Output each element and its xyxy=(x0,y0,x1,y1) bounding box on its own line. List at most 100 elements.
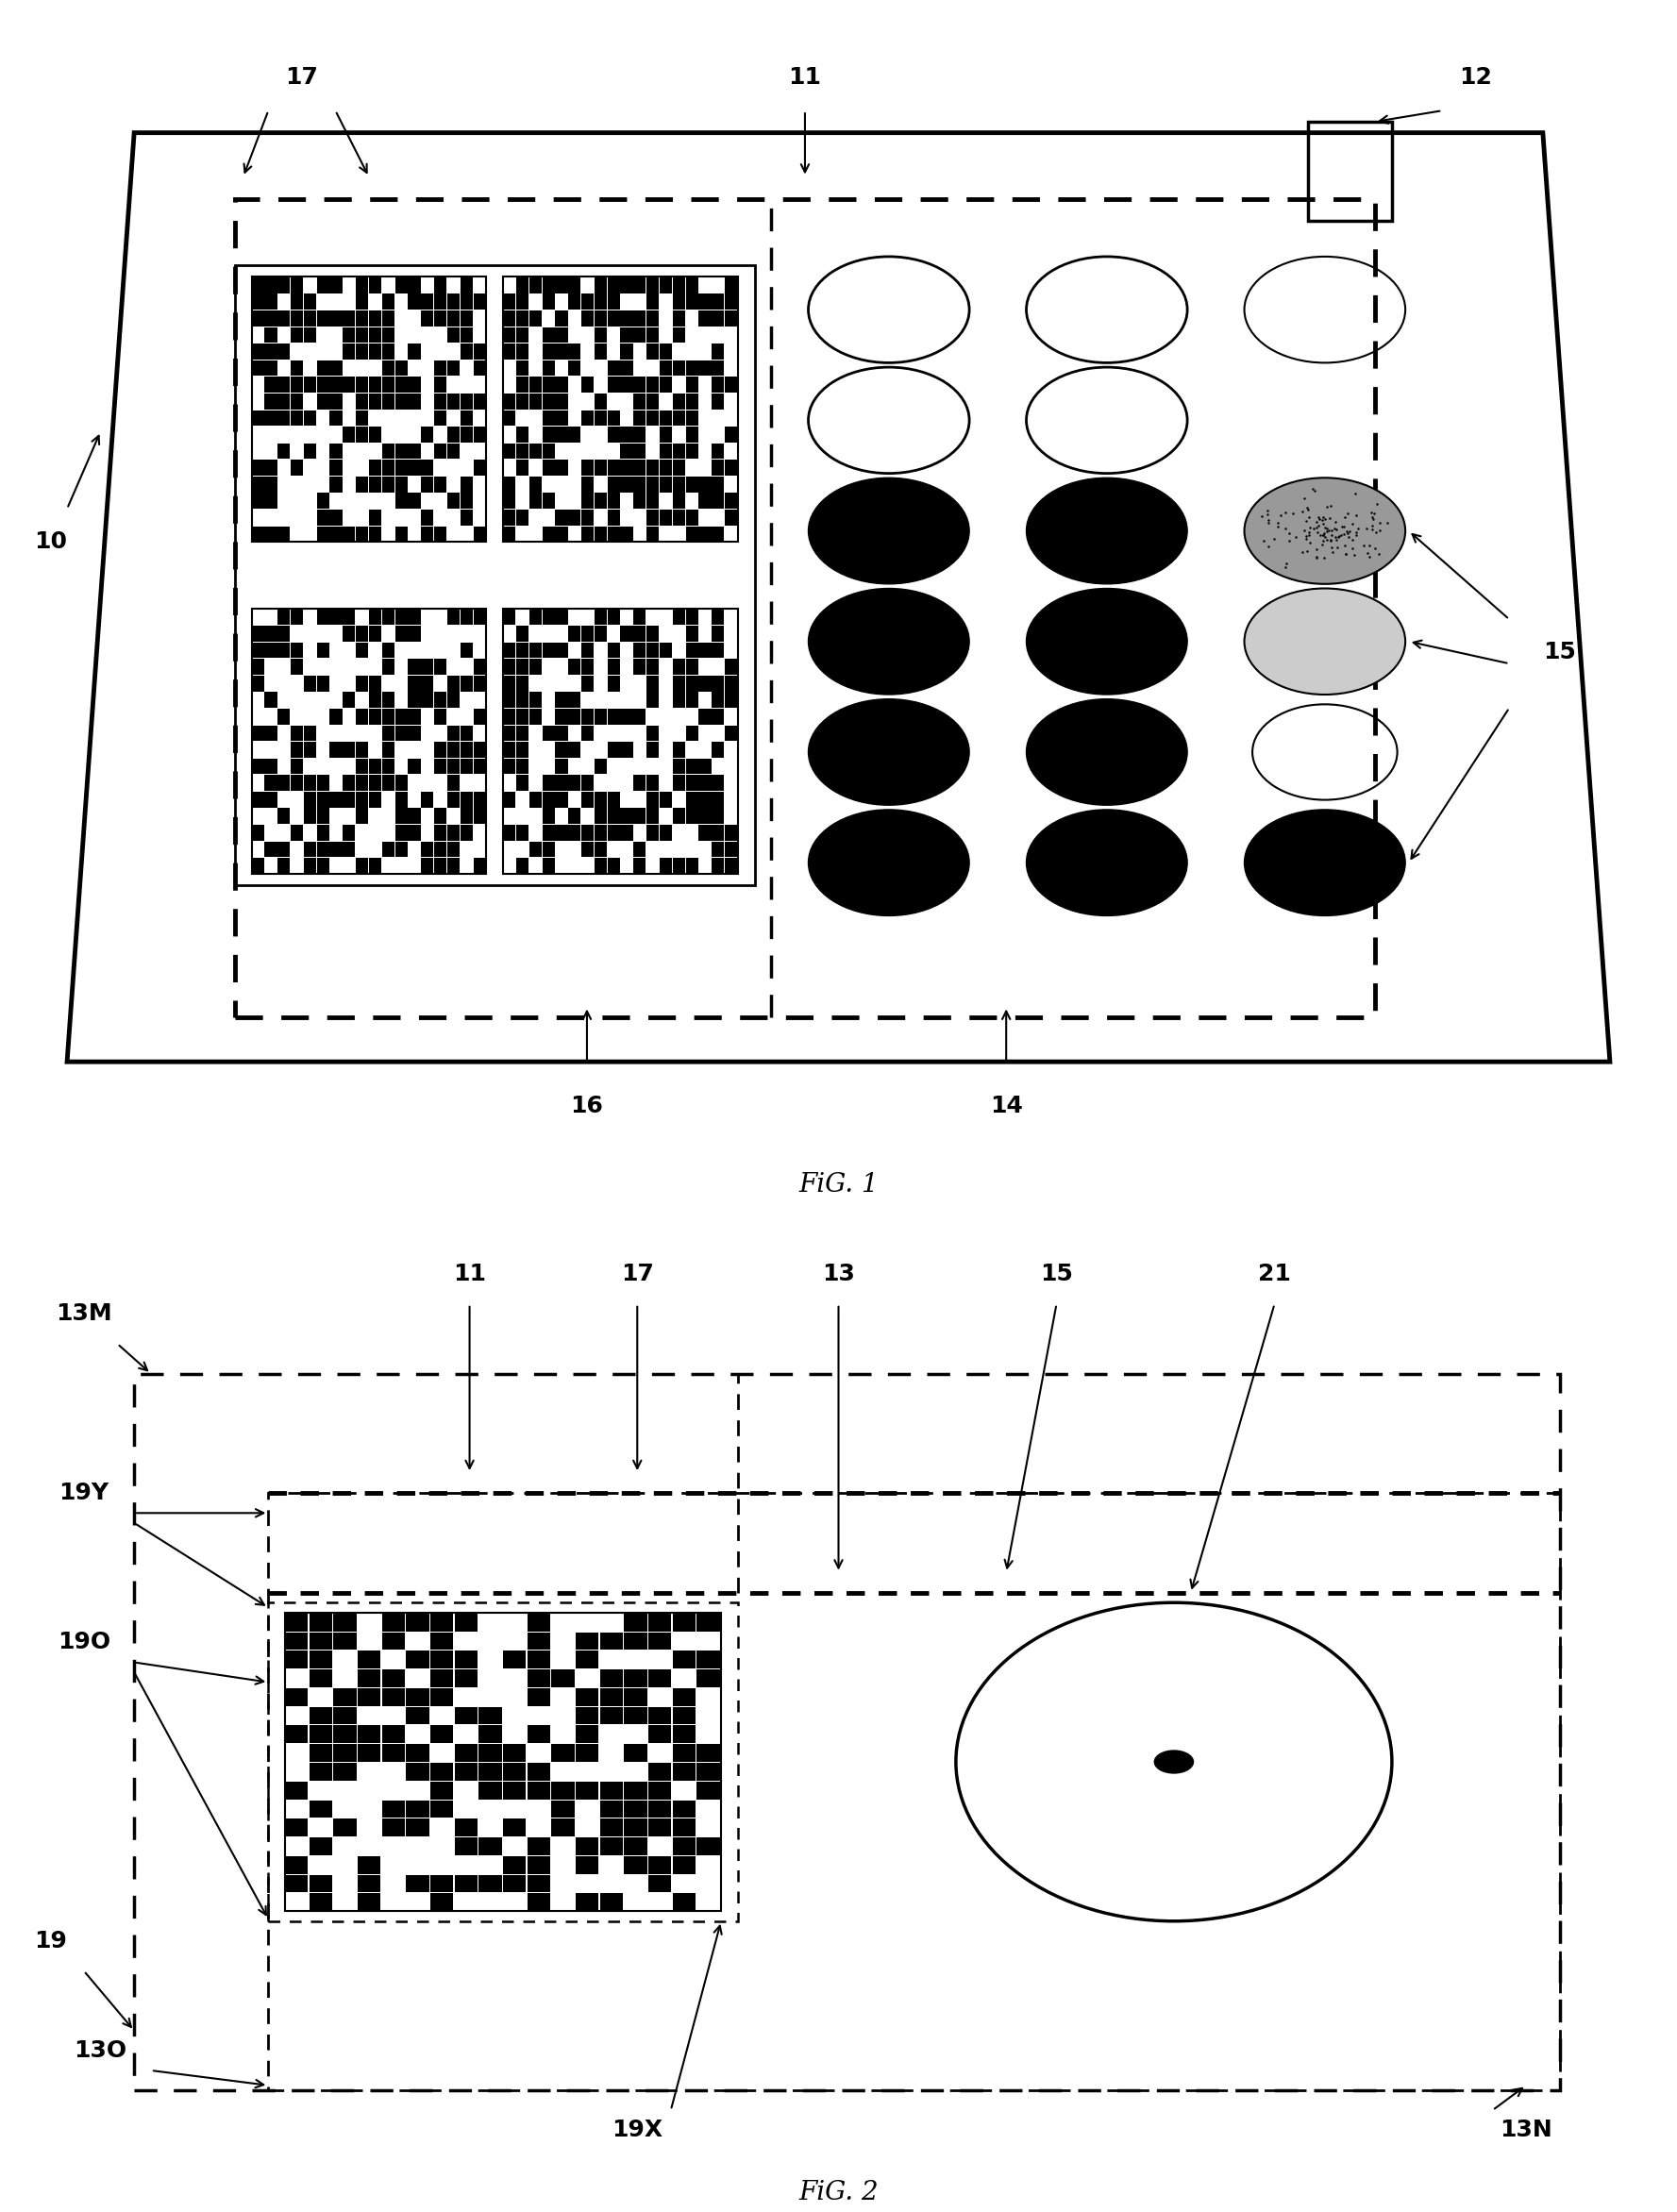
Bar xyxy=(369,708,381,726)
Bar xyxy=(369,394,381,409)
Bar xyxy=(699,807,711,825)
Bar xyxy=(503,692,515,708)
Bar xyxy=(503,1818,527,1836)
Bar xyxy=(382,841,394,858)
Bar xyxy=(290,394,304,409)
Bar xyxy=(620,708,632,726)
Bar xyxy=(634,708,646,726)
Bar xyxy=(434,294,446,310)
Bar xyxy=(575,1893,599,1911)
Bar xyxy=(555,310,567,325)
Bar xyxy=(252,343,263,358)
Bar xyxy=(634,858,646,874)
Bar xyxy=(711,825,724,841)
Bar xyxy=(607,807,620,825)
Bar xyxy=(431,1893,453,1911)
Bar xyxy=(342,741,356,757)
Bar xyxy=(698,1838,719,1856)
Bar xyxy=(686,376,698,394)
Bar xyxy=(265,641,277,659)
Bar xyxy=(408,442,421,460)
Bar xyxy=(569,692,580,708)
Bar xyxy=(356,294,369,310)
Bar xyxy=(252,276,263,292)
Bar xyxy=(582,294,594,310)
Bar xyxy=(334,1632,357,1650)
Bar xyxy=(594,493,607,509)
Bar xyxy=(634,276,646,292)
Bar xyxy=(552,1743,575,1761)
Bar xyxy=(421,476,433,493)
Bar xyxy=(594,343,607,358)
Bar xyxy=(278,608,290,624)
Bar xyxy=(408,608,421,624)
Bar xyxy=(672,1893,696,1911)
Bar xyxy=(620,376,632,394)
Bar xyxy=(448,692,459,708)
Bar xyxy=(480,1708,501,1725)
Bar xyxy=(607,825,620,841)
Bar xyxy=(624,1801,647,1818)
Bar xyxy=(517,825,528,841)
Bar xyxy=(408,376,421,394)
Bar xyxy=(517,774,528,792)
Bar xyxy=(278,409,290,425)
Bar xyxy=(265,361,277,376)
Bar xyxy=(304,792,315,807)
Bar xyxy=(342,825,356,841)
Text: 11: 11 xyxy=(453,1263,486,1285)
Bar xyxy=(382,442,394,460)
Bar xyxy=(356,343,369,358)
Bar xyxy=(459,394,473,409)
Bar xyxy=(304,841,315,858)
Bar xyxy=(431,1725,453,1743)
Bar xyxy=(382,1632,406,1650)
Bar xyxy=(649,1632,671,1650)
Bar xyxy=(698,1670,719,1688)
Bar xyxy=(369,858,381,874)
Bar xyxy=(304,294,315,310)
Bar xyxy=(382,327,394,343)
Bar xyxy=(503,608,515,624)
Bar xyxy=(699,774,711,792)
Bar xyxy=(517,708,528,726)
Bar xyxy=(369,476,381,493)
Bar xyxy=(330,409,342,425)
Bar xyxy=(659,858,672,874)
Bar xyxy=(285,1876,309,1893)
Bar xyxy=(698,1763,719,1781)
Bar xyxy=(659,343,672,358)
Bar xyxy=(647,476,659,493)
Bar xyxy=(634,608,646,624)
Bar xyxy=(672,460,686,476)
Bar xyxy=(686,394,698,409)
Bar xyxy=(448,825,459,841)
Bar xyxy=(309,1613,332,1630)
Bar xyxy=(382,476,394,493)
Bar xyxy=(659,792,672,807)
Bar xyxy=(634,409,646,425)
Bar xyxy=(309,1838,332,1856)
Bar xyxy=(594,759,607,774)
Bar xyxy=(448,442,459,460)
Bar xyxy=(309,1670,332,1688)
Bar xyxy=(672,361,686,376)
Bar xyxy=(265,526,277,542)
Bar xyxy=(454,1743,478,1761)
Bar xyxy=(649,1856,671,1874)
Text: 17: 17 xyxy=(285,66,319,88)
Bar xyxy=(278,343,290,358)
Bar xyxy=(600,1801,622,1818)
Bar xyxy=(382,310,394,325)
Bar xyxy=(434,394,446,409)
Bar xyxy=(530,376,542,394)
Bar xyxy=(672,1688,696,1705)
Bar xyxy=(431,1688,453,1705)
Bar xyxy=(408,343,421,358)
Bar xyxy=(278,708,290,726)
Bar xyxy=(672,1613,696,1630)
Bar xyxy=(454,1818,478,1836)
Bar xyxy=(252,310,263,325)
Bar xyxy=(396,361,408,376)
Bar xyxy=(686,361,698,376)
